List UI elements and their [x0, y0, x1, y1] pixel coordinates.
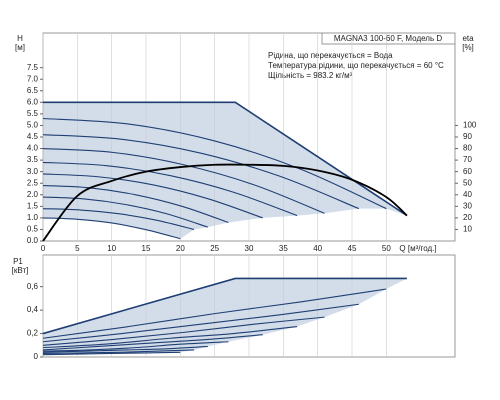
y-tick-label: 0.0	[27, 236, 39, 245]
performance-curve	[42, 217, 181, 240]
performance-curve	[42, 341, 229, 352]
x-tick-label: 10	[107, 244, 116, 253]
performance-curve	[42, 134, 360, 210]
y-tick-label: 4.5	[27, 132, 39, 141]
y-tick-label: 0,2	[27, 329, 39, 338]
y-tick-label: 1.0	[27, 213, 39, 222]
x-tick-label: 25	[210, 244, 219, 253]
annotation: Рідина, що перекачується = Вода	[268, 51, 393, 60]
annotation: Щільність = 983.2 кг/м³	[268, 71, 353, 80]
y2-tick-label: 60	[463, 167, 472, 176]
y-tick-label: 0,4	[27, 305, 39, 314]
title-box	[321, 32, 456, 45]
performance-curve	[42, 148, 325, 214]
performance-curve	[42, 184, 229, 224]
performance-curve	[42, 208, 195, 230]
x-tick-label: 50	[382, 244, 391, 253]
y2-tick-label: 10	[463, 225, 472, 234]
y2-tick-label: 40	[463, 190, 472, 199]
performance-curve	[42, 325, 298, 349]
y2-tick-label: 90	[463, 132, 472, 141]
performance-curve	[42, 303, 359, 343]
performance-curve	[42, 173, 263, 219]
y2-tick-label: 70	[463, 155, 472, 164]
y-unit: [кВт]	[12, 266, 29, 275]
y-tick-label: 0.5	[27, 225, 39, 234]
y2-tick-label: 20	[463, 213, 472, 222]
x-tick-label: 15	[142, 244, 151, 253]
performance-curve	[42, 345, 208, 353]
x-tick-label: 0	[41, 244, 46, 253]
y2-tick-label: 80	[463, 144, 472, 153]
performance-curve	[42, 277, 407, 335]
y-tick-label: 5.0	[27, 121, 39, 130]
y2-tick-label: 30	[463, 201, 472, 210]
y-tick-label: 7.5	[27, 63, 39, 72]
x-tick-label: 45	[348, 244, 357, 253]
y-unit: [м]	[15, 43, 25, 52]
operating-area	[43, 102, 407, 239]
y-tick-label: 3.0	[27, 167, 39, 176]
y-tick-label: 6.0	[27, 97, 39, 106]
x-tick-label: 5	[75, 244, 80, 253]
performance-curve	[42, 349, 195, 355]
y2-tick-label: 100	[463, 121, 477, 130]
y-tick-label: 3.5	[27, 155, 39, 164]
performance-curve	[43, 101, 408, 217]
y2-unit: [%]	[462, 43, 474, 52]
x-tick-label: 40	[313, 244, 322, 253]
performance-curve	[42, 351, 181, 356]
annotation: Температура рідини, що перекачується = 6…	[268, 61, 444, 70]
y-label: H	[17, 34, 23, 43]
y-tick-label: 0,6	[27, 282, 39, 291]
x-tick-label: 20	[176, 244, 185, 253]
efficiency-curve	[42, 163, 408, 242]
performance-curve	[42, 161, 298, 217]
x-tick-label: 35	[279, 244, 288, 253]
y-tick-label: 7.0	[27, 74, 39, 83]
performance-curve	[42, 196, 208, 228]
y-tick-label: 6.5	[27, 86, 39, 95]
chart-title: MAGNA3 100-60 F, Модель D	[334, 34, 443, 43]
operating-area	[43, 278, 407, 355]
y2-label: eta	[462, 34, 474, 43]
performance-curve	[42, 117, 387, 210]
y-tick-label: 2.0	[27, 190, 39, 199]
y2-tick-label: 50	[463, 178, 472, 187]
y-tick-label: 0	[34, 352, 39, 361]
y-tick-label: 1.5	[27, 201, 39, 210]
y-label: P1	[13, 257, 23, 266]
performance-curve	[42, 288, 387, 339]
y-tick-label: 4.0	[27, 144, 39, 153]
x-label: Q [м³/год.]	[399, 244, 436, 253]
performance-curve	[42, 316, 325, 346]
y-tick-label: 2.5	[27, 178, 39, 187]
x-tick-label: 30	[245, 244, 254, 253]
performance-curve	[42, 334, 263, 351]
y-tick-label: 5.5	[27, 109, 39, 118]
